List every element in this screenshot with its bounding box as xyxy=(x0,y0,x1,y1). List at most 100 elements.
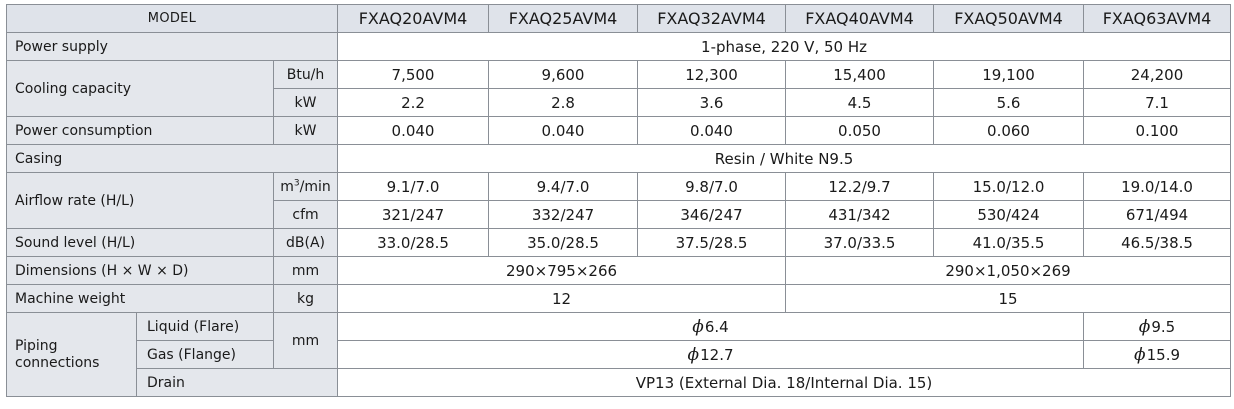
table-cell: 346/247 xyxy=(637,200,787,229)
diameter-symbol: ϕ xyxy=(1134,344,1146,365)
table-cell: 0.040 xyxy=(637,116,787,145)
table-cell: 290×1,050×269 xyxy=(785,256,1232,285)
unit-cell: kW xyxy=(272,116,339,145)
table-cell: ϕ6.4 xyxy=(337,312,1085,341)
table-cell: 12 xyxy=(337,284,787,313)
unit-tail: /min xyxy=(299,178,331,195)
table-cell: 3.6 xyxy=(637,88,787,117)
row-label: Casing xyxy=(5,144,339,173)
row-label: Sound level (H/L) xyxy=(6,228,274,257)
unit-cell: mm xyxy=(272,256,339,285)
table-cell: 35.0/28.5 xyxy=(488,228,639,257)
table-cell: 5.6 xyxy=(933,88,1085,117)
row-label: Cooling capacity xyxy=(6,60,274,117)
table-cell: 0.100 xyxy=(1083,116,1232,145)
unit-cell: Btu/h xyxy=(272,60,339,89)
table-cell: ϕ12.7 xyxy=(337,340,1085,369)
casing-row: Casing Resin / White N9.5 xyxy=(5,144,1232,173)
table-cell: 19,100 xyxy=(933,60,1085,89)
table-cell: 431/342 xyxy=(785,200,935,229)
sound-level-row: Sound level (H/L) dB(A) 33.0/28.5 35.0/2… xyxy=(6,228,1232,257)
airflow-cfm-row: cfm 321/247 332/247 346/247 431/342 530/… xyxy=(7,200,1232,229)
table-cell: 671/494 xyxy=(1083,200,1232,229)
table-cell: 2.2 xyxy=(337,88,490,117)
model-name: FXAQ25AVM4 xyxy=(488,4,639,33)
piping-gas-row: Gas (Flange) ϕ12.7 ϕ15.9 xyxy=(7,340,1232,369)
row-label: Piping connections xyxy=(6,312,137,397)
row-label: Power consumption xyxy=(6,116,274,145)
piping-drain-row: Drain VP13 (External Dia. 18/Internal Di… xyxy=(7,368,1232,397)
table-cell: ϕ15.9 xyxy=(1083,340,1232,369)
airflow-m3-row: Airflow rate (H/L) m3/min 9.1/7.0 9.4/7.… xyxy=(6,172,1232,229)
table-cell: 33.0/28.5 xyxy=(337,228,490,257)
cooling-btu-row: Cooling capacity Btu/h 7,500 9,600 12,30… xyxy=(6,60,1232,117)
piping-liquid-row: Piping connections Liquid (Flare) mm ϕ6.… xyxy=(6,312,1232,397)
table-cell: 321/247 xyxy=(337,200,490,229)
table-cell: 9.8/7.0 xyxy=(637,172,787,201)
table-cell: 0.050 xyxy=(785,116,935,145)
diameter-symbol: ϕ xyxy=(692,316,704,337)
diameter-symbol: ϕ xyxy=(687,344,700,365)
table-cell: 46.5/38.5 xyxy=(1083,228,1232,257)
casing-value: Resin / White N9.5 xyxy=(337,144,1232,173)
diameter-value: 12.7 xyxy=(700,345,734,364)
table-cell: 12.2/9.7 xyxy=(785,172,935,201)
table-cell: 15.0/12.0 xyxy=(933,172,1085,201)
table-cell: 41.0/35.5 xyxy=(933,228,1085,257)
specifications-table: MODEL FXAQ20AVM4 FXAQ25AVM4 FXAQ32AVM4 F… xyxy=(5,4,1232,397)
header-row: MODEL FXAQ20AVM4 FXAQ25AVM4 FXAQ32AVM4 F… xyxy=(5,4,1232,33)
unit-cell: cfm xyxy=(272,200,339,229)
model-header: MODEL xyxy=(5,4,339,33)
table-cell: 19.0/14.0 xyxy=(1083,172,1232,201)
machine-weight-row: Machine weight kg 12 15 xyxy=(6,284,1232,313)
power-supply-row: Power supply 1-phase, 220 V, 50 Hz xyxy=(5,32,1232,61)
table-cell: 24,200 xyxy=(1083,60,1232,89)
model-name: FXAQ40AVM4 xyxy=(785,4,935,33)
diameter-value: 15.9 xyxy=(1146,345,1181,364)
diameter-value: 6.4 xyxy=(704,317,729,336)
table-cell: 0.060 xyxy=(933,116,1085,145)
cooling-kw-row: kW 2.2 2.8 3.6 4.5 5.6 7.1 xyxy=(7,88,1232,117)
table-cell: 37.5/28.5 xyxy=(637,228,787,257)
row-label: Dimensions (H × W × D) xyxy=(6,256,274,285)
spec-table-container: MODEL FXAQ20AVM4 FXAQ25AVM4 FXAQ32AVM4 F… xyxy=(5,4,1232,404)
sub-label: Drain xyxy=(135,368,339,397)
row-label: Machine weight xyxy=(6,284,274,313)
model-name: FXAQ20AVM4 xyxy=(337,4,490,33)
table-cell: VP13 (External Dia. 18/Internal Dia. 15) xyxy=(337,368,1232,397)
table-cell: 15,400 xyxy=(785,60,935,89)
unit-base: m xyxy=(280,178,294,195)
table-cell: 15 xyxy=(785,284,1232,313)
table-cell: ϕ9.5 xyxy=(1083,312,1232,341)
row-label: Power supply xyxy=(5,32,339,61)
table-cell: 9.1/7.0 xyxy=(337,172,490,201)
table-cell: 7.1 xyxy=(1083,88,1232,117)
table-cell: 0.040 xyxy=(488,116,639,145)
diameter-value: 9.5 xyxy=(1151,317,1176,336)
table-cell: 7,500 xyxy=(337,60,490,89)
table-cell: 9.4/7.0 xyxy=(488,172,639,201)
power-consumption-row: Power consumption kW 0.040 0.040 0.040 0… xyxy=(6,116,1232,145)
sub-label: Liquid (Flare) xyxy=(136,312,274,341)
table-cell: 2.8 xyxy=(488,88,639,117)
table-cell: 0.040 xyxy=(337,116,490,145)
table-cell: 4.5 xyxy=(785,88,935,117)
table-cell: 332/247 xyxy=(488,200,639,229)
table-cell: 530/424 xyxy=(933,200,1085,229)
model-name: FXAQ63AVM4 xyxy=(1083,4,1232,33)
table-cell: 290×795×266 xyxy=(337,256,787,285)
model-name: FXAQ50AVM4 xyxy=(933,4,1085,33)
row-label: Airflow rate (H/L) xyxy=(6,172,274,229)
table-cell: 9,600 xyxy=(488,60,639,89)
table-cell: 12,300 xyxy=(637,60,787,89)
table-cell: 37.0/33.5 xyxy=(785,228,935,257)
unit-cell: kg xyxy=(272,284,339,313)
diameter-symbol: ϕ xyxy=(1138,316,1151,337)
model-name: FXAQ32AVM4 xyxy=(637,4,787,33)
unit-cell: dB(A) xyxy=(272,228,339,257)
unit-cell: kW xyxy=(272,88,339,117)
unit-cell: m3/min xyxy=(272,172,339,201)
unit-cell: mm xyxy=(272,312,339,369)
power-supply-value: 1-phase, 220 V, 50 Hz xyxy=(337,32,1232,61)
unit-superscript: 3 xyxy=(293,177,300,188)
